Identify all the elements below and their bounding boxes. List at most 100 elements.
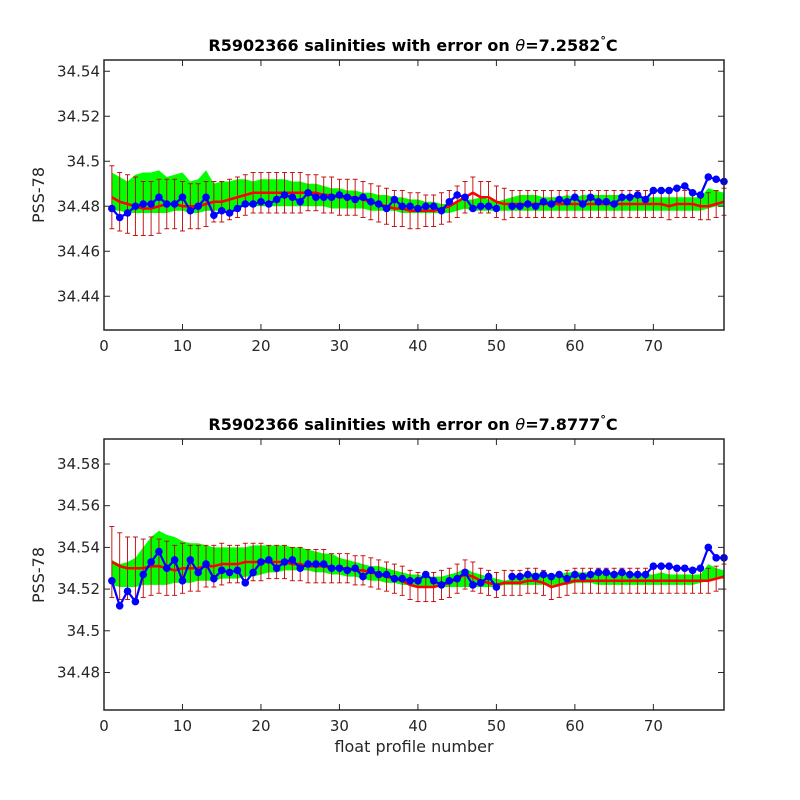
y-tick-label: 34.56 [57, 497, 100, 515]
measured-point [563, 197, 571, 206]
measured-point [469, 204, 477, 213]
measured-point [555, 570, 563, 579]
y-tick-label: 34.52 [57, 580, 100, 598]
measured-point [257, 558, 265, 566]
measured-point [319, 193, 328, 202]
measured-point [351, 564, 359, 573]
measured-point [359, 572, 367, 581]
chart-title-bottom: R5902366 salinities with error on θ=7.87… [208, 413, 617, 434]
y-tick-label: 34.48 [57, 663, 100, 681]
x-tick-label: 10 [173, 717, 192, 735]
mapped-salinity-line-bottom [111, 560, 725, 589]
measured-point [123, 209, 132, 217]
y-tick-label: 34.52 [57, 107, 100, 125]
measured-point [523, 570, 532, 579]
measured-point [633, 191, 642, 199]
measured-point [390, 574, 399, 583]
measured-point [170, 200, 179, 208]
ticks-bottom: 0 10 20 30 40 50 60 70 34.48 34.5 34.52 34.54 34.56 3… [57, 439, 724, 735]
measured-point [257, 197, 265, 206]
measured-point [594, 568, 603, 577]
measured-point [539, 570, 548, 579]
measured-point [288, 193, 297, 202]
measured-point [453, 574, 461, 583]
error-bar [109, 526, 115, 598]
x-tick-label: 50 [487, 717, 506, 735]
plot-area-top [108, 165, 728, 236]
measured-point [578, 200, 587, 208]
measured-point [241, 579, 250, 587]
x-axis-label-bottom: float profile number [334, 737, 494, 756]
measured-point [696, 191, 705, 199]
error-bar [109, 165, 115, 230]
measured-point [241, 200, 250, 208]
measured-point [641, 570, 650, 579]
measured-point [304, 188, 312, 197]
x-tick-label: 20 [251, 337, 270, 355]
y-tick-label: 34.46 [57, 242, 100, 260]
measured-point [155, 547, 163, 556]
measured-point [453, 191, 461, 199]
measured-point [382, 570, 391, 579]
measured-point [139, 570, 148, 579]
measured-point [178, 576, 187, 585]
measured-point [461, 193, 469, 202]
x-tick-label: 30 [330, 717, 349, 735]
measured-point [217, 206, 226, 215]
measured-point [115, 601, 124, 610]
x-tick-label: 20 [251, 717, 270, 735]
y-axis-label-bottom: PSS-78 [29, 547, 48, 603]
x-tick-label: 40 [408, 717, 427, 735]
measured-point [665, 562, 673, 570]
x-tick-label: 50 [487, 337, 506, 355]
measured-point [327, 193, 336, 202]
measured-point [272, 195, 281, 204]
x-tick-label: 60 [565, 337, 584, 355]
measured-point [610, 570, 618, 579]
measured-point [374, 570, 383, 579]
measured-point [335, 564, 344, 573]
measured-point [327, 564, 336, 573]
measured-point [641, 195, 650, 204]
measured-point [673, 184, 681, 193]
measured-point [335, 191, 344, 199]
measured-point [445, 197, 454, 206]
measured-point [571, 570, 579, 579]
measured-point [649, 186, 658, 195]
measured-point [147, 200, 155, 208]
x-tick-label: 10 [173, 337, 192, 355]
measured-point [414, 204, 422, 213]
y-tick-label: 34.54 [57, 538, 100, 556]
measured-point [704, 173, 713, 181]
measured-point [296, 564, 305, 573]
measured-point [626, 193, 634, 202]
measured-point [108, 576, 116, 585]
measured-point [594, 197, 603, 206]
measured-point [657, 562, 666, 570]
measured-point [296, 197, 305, 206]
measured-point [680, 182, 689, 190]
measured-point [610, 200, 618, 208]
measured-point [680, 564, 689, 573]
measured-point [618, 568, 626, 577]
measured-point [249, 200, 257, 208]
x-tick-label: 70 [644, 337, 663, 355]
measured-point [178, 193, 187, 202]
measured-point [390, 195, 399, 204]
measured-point [123, 587, 132, 595]
measured-point [233, 566, 242, 575]
measured-point [170, 556, 179, 564]
measured-point [673, 564, 681, 573]
measured-point [523, 200, 532, 208]
measured-point [586, 570, 595, 579]
measured-point [492, 583, 501, 591]
measured-point [531, 572, 540, 581]
measured-point [265, 200, 273, 208]
measured-point [516, 202, 524, 211]
measured-point [115, 213, 124, 222]
x-tick-label: 60 [565, 717, 584, 735]
measured-point [367, 566, 375, 575]
measured-point [194, 202, 202, 211]
